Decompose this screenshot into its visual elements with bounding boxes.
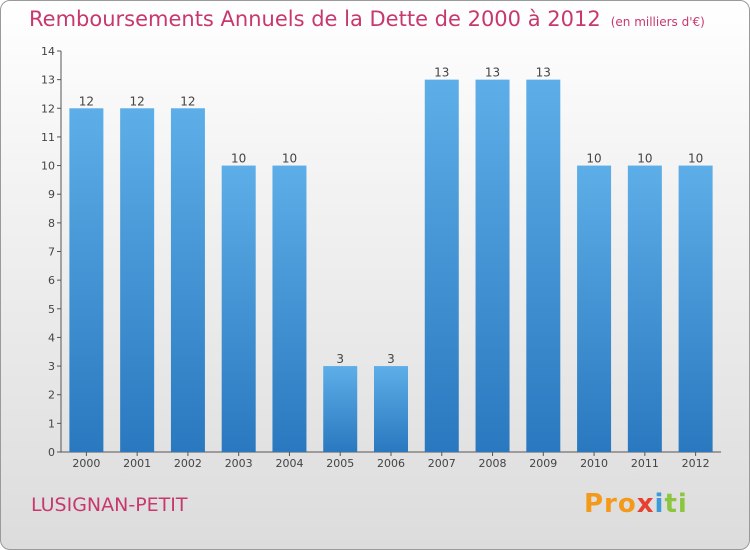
x-tick-label-2006: 2006: [377, 457, 405, 470]
data-label-2012: 10: [688, 152, 703, 166]
chart-title: Remboursements Annuels de la Dette de 20…: [29, 7, 705, 31]
y-tick-label: 1: [48, 417, 55, 430]
data-label-2009: 13: [536, 66, 551, 80]
bar-2003: [221, 165, 256, 453]
x-tick-label-2009: 2009: [529, 457, 557, 470]
x-tick-label-2007: 2007: [428, 457, 456, 470]
y-tick-label: 12: [41, 102, 55, 115]
x-tick-label-2002: 2002: [174, 457, 202, 470]
proxiti-logo: Proxiti: [584, 489, 688, 519]
y-tick-label: 3: [48, 360, 55, 373]
data-label-2008: 13: [485, 66, 500, 80]
x-tick-label-2001: 2001: [123, 457, 151, 470]
y-tick-label: 0: [48, 446, 55, 459]
y-tick-label: 5: [48, 303, 55, 316]
x-tick-label-2005: 2005: [326, 457, 354, 470]
title-main: Remboursements Annuels de la Dette de 20…: [29, 7, 601, 31]
bar-2000: [69, 108, 104, 453]
y-tick-label: 2: [48, 389, 55, 402]
x-tick-label-2000: 2000: [72, 457, 100, 470]
data-label-2001: 12: [130, 94, 145, 108]
bar-2009: [526, 79, 561, 453]
x-tick-label-2003: 2003: [225, 457, 253, 470]
data-label-2003: 10: [231, 152, 246, 166]
bar-2005: [323, 366, 358, 452]
logo-part-3: i: [654, 489, 665, 519]
data-label-2006: 3: [387, 352, 395, 366]
y-tick-label: 7: [48, 246, 55, 259]
y-tick-label: 14: [41, 45, 55, 58]
y-tick-label: 11: [41, 131, 55, 144]
logo-part-4: ti: [664, 489, 688, 519]
y-tick-label: 9: [48, 188, 55, 201]
bar-2002: [170, 108, 205, 453]
data-label-2002: 12: [180, 94, 195, 108]
logo-part-2: x: [636, 489, 655, 519]
x-tick-label-2012: 2012: [682, 457, 710, 470]
data-label-2011: 10: [637, 152, 652, 166]
y-tick-label: 10: [41, 160, 55, 173]
bar-2006: [374, 366, 408, 452]
bar-2004: [272, 165, 307, 453]
data-label-2000: 12: [79, 94, 94, 108]
x-tick-label-2011: 2011: [631, 457, 659, 470]
logo-part-1: Pro: [584, 489, 637, 519]
data-label-2007: 13: [434, 66, 449, 80]
data-label-2004: 10: [282, 152, 297, 166]
x-tick-label-2010: 2010: [580, 457, 608, 470]
bar-2010: [577, 165, 612, 453]
x-tick-label-2004: 2004: [275, 457, 303, 470]
bar-2007: [424, 79, 459, 453]
data-label-2005: 3: [336, 352, 344, 366]
x-tick-label-2008: 2008: [479, 457, 507, 470]
y-tick-label: 13: [41, 74, 55, 87]
title-unit: (en milliers d'€): [610, 15, 705, 29]
bar-2012: [678, 165, 713, 453]
bars: 12 12 12 10 10 3 3 13 13 13 10 10 10: [69, 66, 713, 453]
y-tick-label: 4: [48, 331, 55, 344]
commune-name: LUSIGNAN-PETIT: [31, 494, 188, 516]
bar-2011: [627, 165, 662, 453]
data-label-2010: 10: [586, 152, 601, 166]
y-tick-label: 8: [48, 217, 55, 230]
bar-2008: [475, 79, 510, 453]
y-tick-label: 6: [48, 274, 55, 287]
bar-2001: [120, 108, 155, 453]
